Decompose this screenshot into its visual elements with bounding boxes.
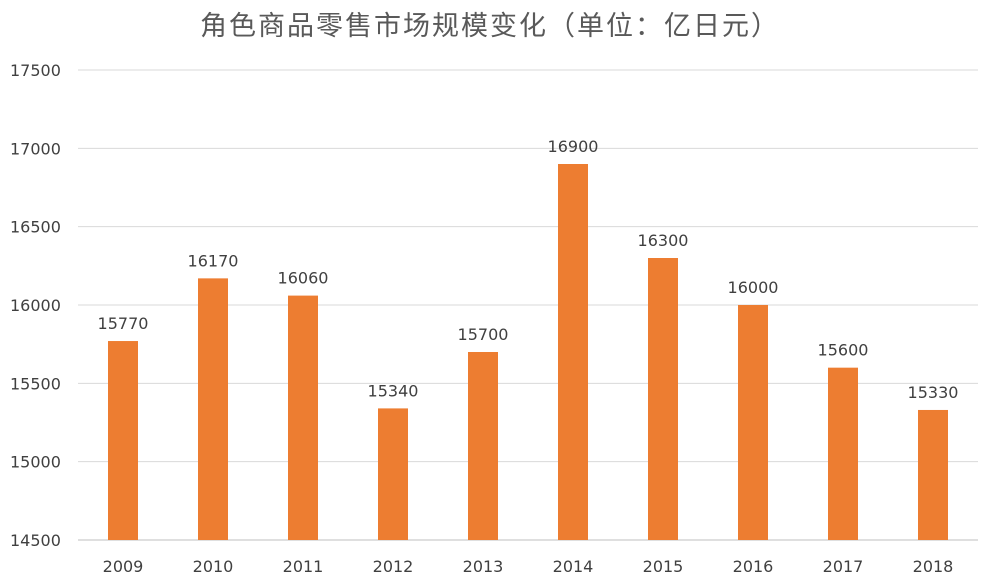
x-tick-label: 2012: [373, 557, 414, 576]
data-label-2014: 16900: [548, 137, 599, 156]
x-tick-label: 2011: [283, 557, 324, 576]
bar-2018: [918, 409, 948, 540]
data-labels: 15770 16170 16060 15340 15700 16900 16300 16000…: [98, 137, 959, 402]
y-tick-label: 17500: [10, 61, 61, 80]
bar-2012: [378, 408, 408, 540]
y-tick-label: 15000: [10, 453, 61, 472]
bar-2014: [558, 164, 588, 540]
bar-2013: [468, 352, 498, 540]
data-label-2011: 16060: [278, 269, 329, 288]
x-tick-label: 2010: [193, 557, 234, 576]
y-tick-label: 14500: [10, 531, 61, 550]
data-label-2013: 15700: [458, 325, 509, 344]
y-tick-label: 17000: [10, 139, 61, 158]
bar-2010: [198, 278, 228, 540]
bar-2011: [288, 295, 318, 540]
y-tick-label: 16000: [10, 296, 61, 315]
data-label-2012: 15340: [368, 381, 419, 400]
x-tick-label: 2014: [553, 557, 594, 576]
data-label-2016: 16000: [728, 278, 779, 297]
y-tick-label: 15500: [10, 374, 61, 393]
x-tick-label: 2013: [463, 557, 504, 576]
x-tick-label: 2018: [913, 557, 954, 576]
x-tick-label: 2009: [103, 557, 144, 576]
y-tick-label: 16500: [10, 218, 61, 237]
chart-title: 角色商品零售市场规模变化（单位：亿日元）: [200, 11, 780, 42]
data-label-2010: 16170: [188, 251, 239, 270]
data-label-2018: 15330: [908, 383, 959, 402]
bar-2017: [828, 367, 858, 540]
y-axis-tick-labels: 14500 15000 15500 16000 16500 17000 17500: [10, 61, 61, 550]
data-label-2015: 16300: [638, 231, 689, 250]
x-tick-label: 2015: [643, 557, 684, 576]
data-label-2009: 15770: [98, 314, 149, 333]
bar-2016: [738, 305, 768, 540]
bars: [108, 164, 948, 540]
bar-2015: [648, 258, 678, 540]
data-label-2017: 15600: [818, 341, 869, 360]
x-tick-label: 2017: [823, 557, 864, 576]
bar-2009: [108, 341, 138, 540]
x-tick-label: 2016: [733, 557, 774, 576]
x-axis-tick-labels: 2009 2010 2011 2012 2013 2014 2015 2016 2017 2018: [103, 557, 954, 576]
